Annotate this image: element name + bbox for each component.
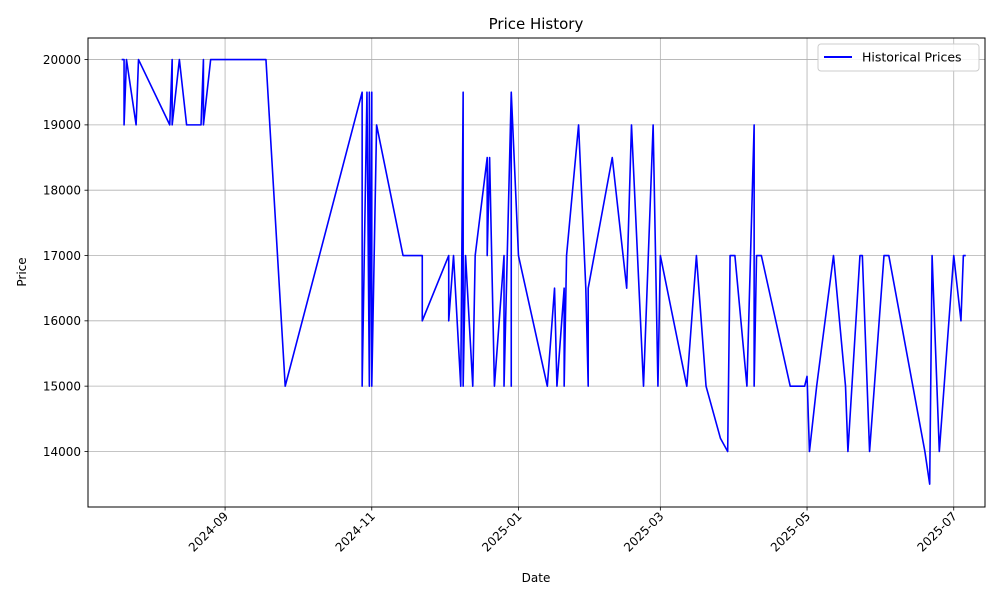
legend: Historical Prices (817, 43, 980, 72)
series-line-historical-prices (121, 58, 966, 485)
plot-area-frame (87, 37, 986, 508)
y-tick-label: 15000 (43, 379, 81, 393)
x-axis-title: Date (522, 571, 551, 585)
y-tick-label: 18000 (43, 183, 81, 197)
y-axis-title: Price (15, 257, 29, 286)
chart-title: Price History (489, 15, 584, 33)
y-tick-label: 14000 (43, 445, 81, 459)
series-layer (121, 58, 966, 485)
y-tick-label: 16000 (43, 314, 81, 328)
y-tick-label: 17000 (43, 249, 81, 263)
legend-box (817, 43, 980, 72)
y-tick-label: 20000 (43, 53, 81, 67)
legend-label: Historical Prices (862, 50, 962, 65)
y-tick-label: 19000 (43, 118, 81, 132)
